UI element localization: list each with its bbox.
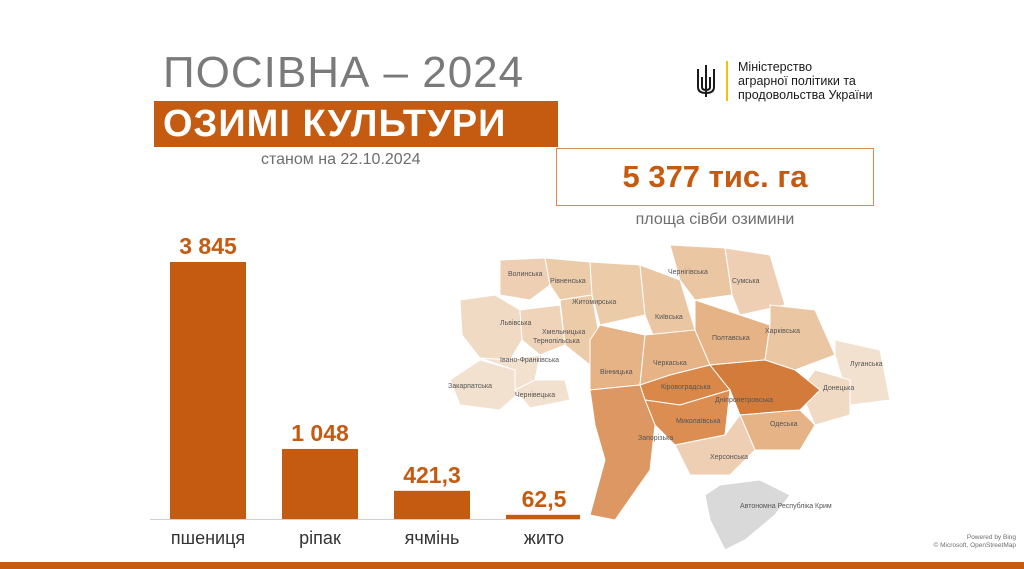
category-label-3: жито (524, 528, 564, 548)
region-label-1: Рівненська (550, 277, 586, 285)
region-volynska (499, 257, 551, 301)
ministry-stripe (726, 61, 728, 101)
ministry-name: Міністерство аграрної політики та продов… (738, 60, 873, 102)
region-label-3: Чернігівська (668, 268, 708, 276)
region-label-11: Івано-Франківська (500, 356, 559, 364)
bar-value-label-2: 421,3 (403, 462, 461, 488)
credit-line-1: Powered by Bing (966, 534, 1016, 541)
region-label-18: Чернівецька (515, 391, 555, 399)
region-vinnytska (589, 324, 646, 391)
page-title: ПОСІВНА – 2024 (163, 48, 525, 97)
region-label-8: Тернопільська (533, 337, 580, 345)
region-label-6: Львівська (500, 319, 532, 327)
category-label-2: ячмінь (405, 528, 460, 548)
region-label-16: Кіровоградська (661, 383, 711, 391)
region-lvivska (459, 294, 523, 361)
region-label-19: Дніпропетровська (715, 396, 773, 404)
region-chernivetska (514, 379, 571, 409)
category-label-1: ріпак (299, 528, 341, 548)
subtitle-band (154, 101, 558, 147)
bar-2 (394, 490, 470, 519)
total-area-value: 5 377 тис. га (622, 159, 808, 194)
crops-bar-chart: 3 845 пшениця 1 048 ріпак 421,3 ячмінь 62,5 жит… (150, 233, 580, 548)
ministry-line-3: продовольства України (738, 88, 873, 102)
region-kharkivska (764, 304, 836, 371)
ministry-line-2: аграрної політики та (738, 74, 856, 88)
region-label-23: Херсонська (710, 454, 748, 461)
region-label-15: Закарпатська (448, 383, 492, 390)
region-label-20: Миколаївська (676, 418, 721, 425)
trident-icon (697, 65, 715, 97)
region-chernihivska (669, 244, 733, 301)
page-subtitle: ОЗИМІ КУЛЬТУРИ (163, 103, 507, 145)
region-ternopilska (519, 304, 566, 356)
bar-value-label-3: 62,5 (522, 486, 567, 512)
total-area-caption: площа сівби озимини (635, 211, 795, 228)
bar-value-label-1: 1 048 (291, 420, 349, 446)
region-zhytomyrska (589, 261, 646, 326)
region-label-2: Житомирська (572, 299, 616, 306)
region-label-24: Автономна Республіка Крим (740, 502, 832, 510)
region-label-9: Харківська (765, 327, 800, 335)
region-label-12: Черкаська (653, 360, 687, 367)
ministry-logo: Міністерство аграрної політики та продов… (694, 60, 873, 102)
region-label-10: Полтавська (712, 335, 750, 342)
ministry-line-1: Міністерство (738, 60, 813, 74)
bar-0 (170, 262, 246, 519)
total-area-box: 5 377 тис. га (556, 148, 874, 206)
region-label-22: Одеська (770, 421, 798, 428)
ukraine-map: Волинська Рівненська Житомирська Чернігівсь… (440, 240, 920, 560)
bar-3 (506, 514, 580, 519)
bar-value-label-0: 3 845 (179, 233, 237, 259)
as-of-date: станом на 22.10.2024 (261, 151, 421, 168)
region-label-4: Сумська (732, 278, 760, 285)
region-sumska (724, 247, 786, 316)
region-label-21: Запорізька (638, 434, 673, 442)
region-odeska (589, 384, 656, 521)
region-label-5: Київська (655, 314, 683, 321)
bar-1 (282, 448, 358, 519)
category-label-0: пшениця (171, 528, 245, 548)
region-label-0: Волинська (508, 271, 543, 278)
region-khersonska (674, 414, 756, 476)
region-label-17: Донецька (823, 385, 854, 392)
footer-bar (0, 562, 1024, 569)
credit-line-2: © Microsoft, OpenStreetMap (933, 542, 1016, 549)
region-label-14: Вінницька (600, 368, 633, 376)
region-label-13: Луганська (850, 361, 883, 368)
region-label-7: Хмельницька (542, 329, 586, 336)
region-dnipropetrovska (709, 359, 821, 416)
map-credit: Powered by Bing © Microsoft, OpenStreetM… (934, 534, 1016, 550)
region-crimea (704, 479, 791, 551)
